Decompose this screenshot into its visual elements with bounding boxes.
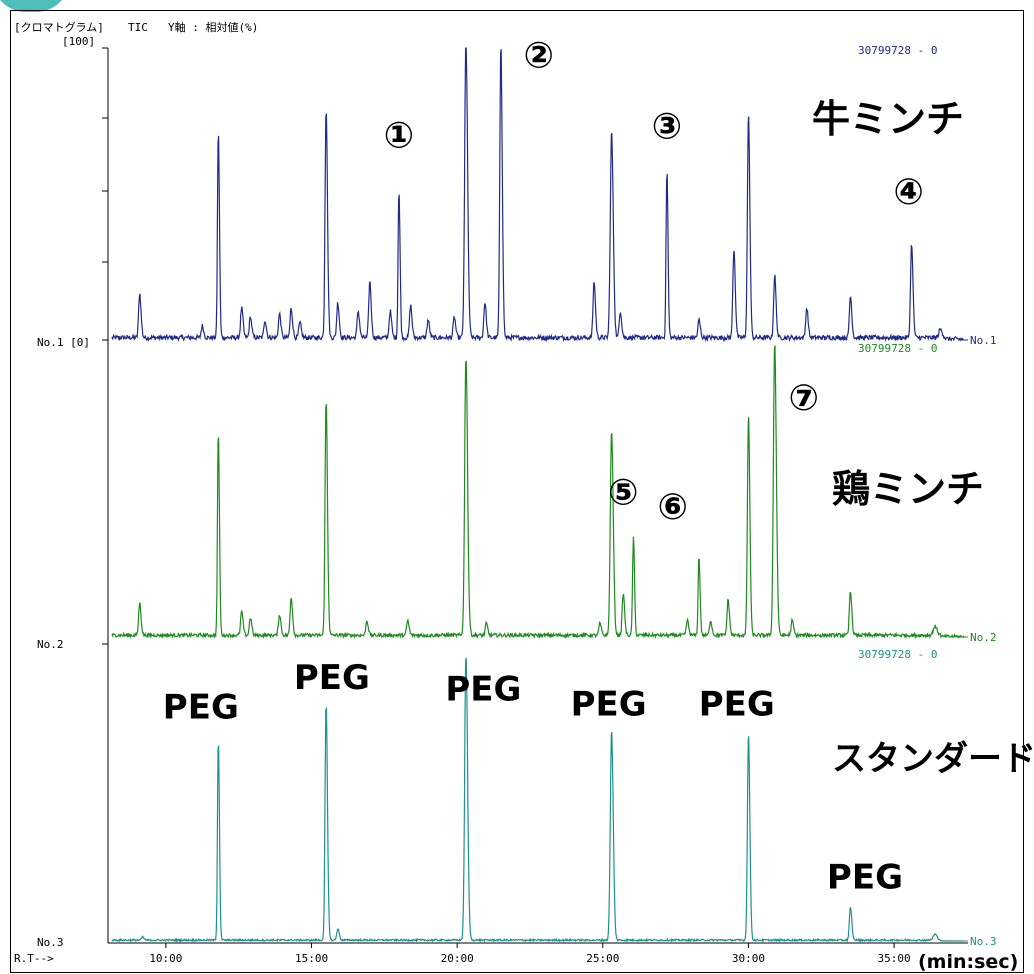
x-tick-label: 30:00 <box>732 952 765 965</box>
x-tick-label: 15:00 <box>295 952 328 965</box>
trace-no-label: No.2 <box>970 631 997 644</box>
trace-line-3 <box>112 658 964 941</box>
x-axis-unit-label: (min:sec) <box>918 951 1018 973</box>
sample-label-beef: 牛ミンチ <box>812 97 964 141</box>
peg-label: PEG <box>294 658 370 698</box>
y-label-no2: No.2 <box>37 638 64 651</box>
trace-scale-label: 30799728 - 0 <box>858 648 937 661</box>
peg-label: PEG <box>571 684 647 724</box>
peak-number-label: ⑤ <box>608 472 638 513</box>
trace-scale-label: 30799728 - 0 <box>858 44 937 57</box>
trace-scale-label: 30799728 - 0 <box>858 342 937 355</box>
peak-number-label: ④ <box>893 172 923 213</box>
chart-title-tic: TIC <box>128 21 148 34</box>
y-label-no3: No.3 <box>37 936 64 949</box>
peak-number-label: ③ <box>652 107 682 148</box>
x-tick-label: 35:00 <box>878 952 911 965</box>
peak-number-label: ① <box>384 116 414 157</box>
x-tick-label: 20:00 <box>441 952 474 965</box>
chart-title-bracket: [クロマトグラム] <box>14 20 104 34</box>
y-label-no1: No.1 [0] <box>37 336 90 349</box>
chart-title-yaxis: Y軸 : 相対値(%) <box>168 20 258 34</box>
trace-no-label: No.3 <box>970 935 997 948</box>
peg-label: PEG <box>699 684 775 724</box>
peak-number-label: ⑥ <box>657 487 687 528</box>
sample-label-chicken: 鶏ミンチ <box>832 467 984 511</box>
x-axis-rt-label: R.T--> <box>14 952 54 965</box>
trace-no-label: No.1 <box>970 334 997 347</box>
trace-line-1 <box>112 48 964 341</box>
peak-number-label: ② <box>523 36 553 77</box>
sample-label-standard: スタンダード <box>832 739 1034 779</box>
x-tick-label: 25:00 <box>586 952 619 965</box>
peg-label: PEG <box>163 687 239 727</box>
peg-label: PEG <box>827 857 903 897</box>
peg-label: PEG <box>445 670 521 710</box>
x-tick-label: 10:00 <box>149 952 182 965</box>
peak-number-label: ⑦ <box>789 378 819 419</box>
y-axis-top-label: [100] <box>62 35 95 48</box>
